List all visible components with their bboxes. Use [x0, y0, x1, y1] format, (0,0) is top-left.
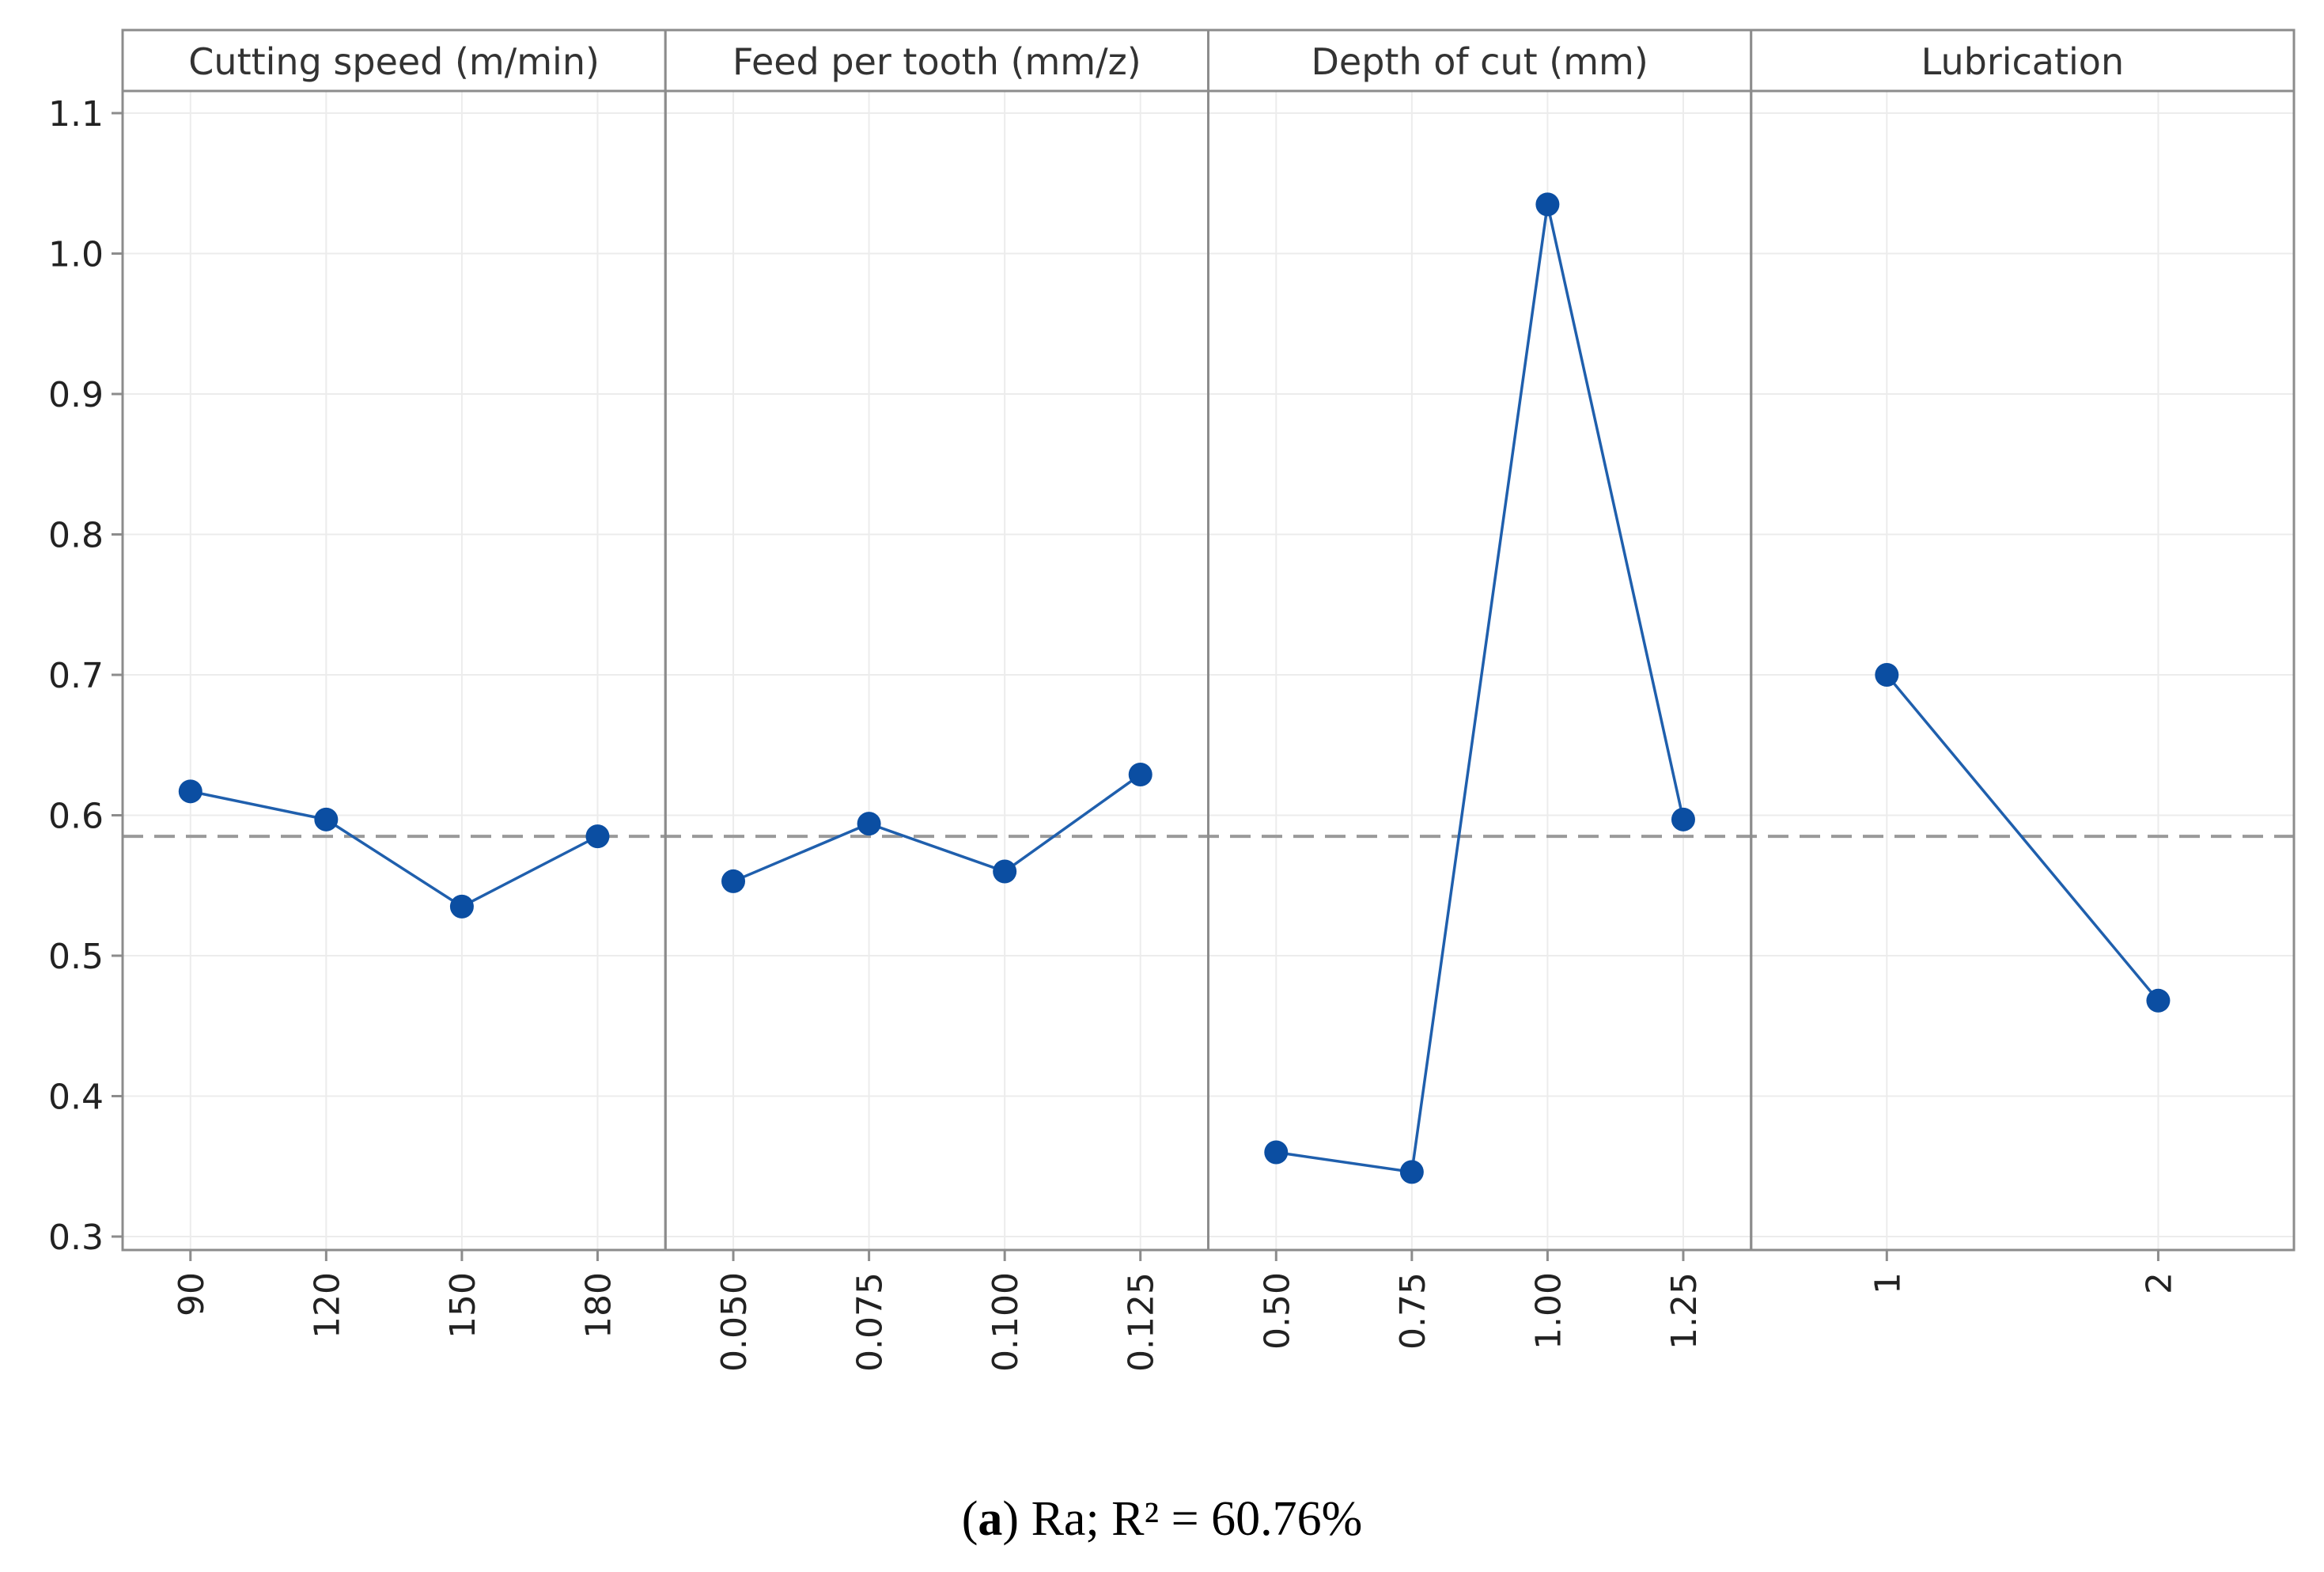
y-tick-label: 0.9 [48, 375, 104, 415]
panel-title: Depth of cut (mm) [1311, 40, 1648, 83]
x-tick-label: 0.50 [1257, 1272, 1297, 1350]
caption-label: a [978, 1492, 1003, 1546]
panel-frame [1207, 89, 1753, 1252]
x-tick-label: 0.125 [1122, 1272, 1162, 1372]
panel-title: Feed per tooth (mm/z) [732, 40, 1141, 83]
data-point [449, 894, 474, 919]
x-tick-label: 1 [1868, 1272, 1908, 1294]
panel-title: Cutting speed (m/min) [188, 40, 600, 83]
data-point [2146, 988, 2171, 1013]
panel-frame [121, 89, 667, 1252]
data-point [1399, 1160, 1424, 1184]
x-tick-label: 150 [443, 1272, 483, 1339]
panel-frame [1750, 89, 2296, 1252]
x-tick-label: 0.075 [850, 1272, 891, 1372]
y-tick-label: 1.1 [48, 94, 104, 134]
frame-layer [112, 28, 2296, 1261]
data-point [585, 824, 610, 849]
x-tick-label: 180 [578, 1272, 619, 1339]
y-tick-label: 0.5 [48, 937, 104, 977]
data-point [178, 779, 202, 804]
series-layer [178, 192, 2171, 1184]
y-tick-label: 0.4 [48, 1078, 104, 1118]
x-tick-label: 0.75 [1393, 1272, 1433, 1350]
x-tick-label: 0.050 [714, 1272, 755, 1372]
data-point [1264, 1140, 1289, 1165]
data-point [314, 807, 339, 831]
data-point [1535, 192, 1560, 217]
data-point [857, 812, 881, 836]
series-line [1885, 673, 2159, 1002]
series-line [732, 773, 1141, 883]
text-layer: 0.3 0.4 0.5 0.6 0.7 0.8 0.9 1.0 1.1 Cutting speed… [48, 40, 2179, 1372]
y-tick-label: 0.6 [48, 797, 104, 837]
data-point [1875, 663, 1899, 687]
figure-caption: (a) Ra; R² = 60.76% [961, 1492, 1363, 1546]
data-point [1671, 807, 1695, 831]
series-line [1276, 203, 1685, 1174]
data-point [993, 859, 1017, 884]
x-tick-label: 90 [172, 1272, 212, 1316]
data-point [1128, 763, 1153, 787]
x-tick-label: 120 [307, 1272, 347, 1339]
x-tick-label: 0.100 [986, 1272, 1026, 1372]
x-tick-label: 1.25 [1664, 1272, 1705, 1350]
grid-layer [123, 91, 2294, 1250]
series-line [190, 790, 599, 908]
data-point [721, 869, 746, 893]
x-tick-label: 1.00 [1528, 1272, 1569, 1350]
y-tick-label: 0.7 [48, 656, 104, 696]
panel-title: Lubrication [1921, 40, 2124, 83]
caption-text: Ra; R² = 60.76% [1031, 1492, 1363, 1546]
y-tick-label: 1.0 [48, 235, 104, 275]
panel-header [1207, 28, 1753, 93]
panel-frame [664, 89, 1209, 1252]
panel-header [1750, 28, 2296, 93]
y-tick-label: 0.8 [48, 516, 104, 556]
y-tick-label: 0.3 [48, 1218, 104, 1258]
x-tick-label: 2 [2139, 1272, 2179, 1294]
